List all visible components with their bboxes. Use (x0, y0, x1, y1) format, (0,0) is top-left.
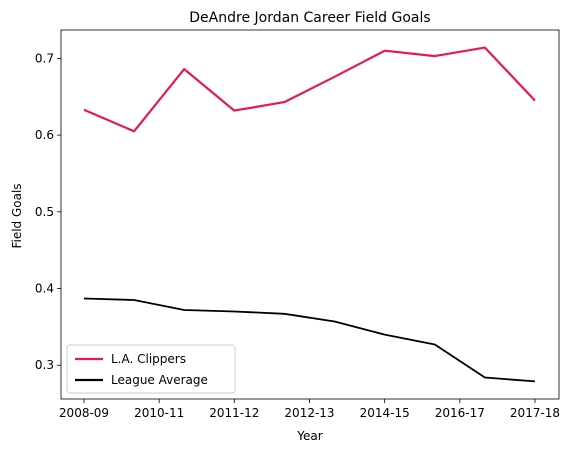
series-line-1 (83, 46, 536, 133)
plot-frame (60, 29, 560, 400)
series-line-2 (83, 297, 536, 383)
x-tick-label: 2017-18 (510, 406, 560, 420)
x-axis-label: Year (296, 429, 322, 443)
x-tick-label: 2016-17 (435, 406, 485, 420)
y-tick-label: 0.5 (35, 205, 54, 219)
x-tick-label: 2008-09 (59, 406, 109, 420)
x-tick-label: 2012-13 (284, 406, 334, 420)
plot-area: 0.3 0.4 0.5 0.6 0.7 2008-09 2010-11 2011-12 2012… (35, 29, 560, 420)
x-tick-label: 2011-12 (209, 406, 259, 420)
chart-title: DeAndre Jordan Career Field Goals (189, 10, 430, 26)
legend-label-2: League Average (111, 373, 208, 387)
x-tick-label: 2014-15 (360, 406, 410, 420)
y-tick-label: 0.4 (35, 282, 54, 296)
legend-label-1: L.A. Clippers (111, 352, 186, 366)
y-tick-label: 0.3 (35, 358, 54, 372)
x-tick-label: 2010-11 (134, 406, 184, 420)
y-tick-label: 0.6 (35, 128, 54, 142)
y-axis-label: Field Goals (10, 183, 24, 248)
y-tick-label: 0.7 (35, 51, 54, 65)
legend-box (66, 344, 236, 394)
